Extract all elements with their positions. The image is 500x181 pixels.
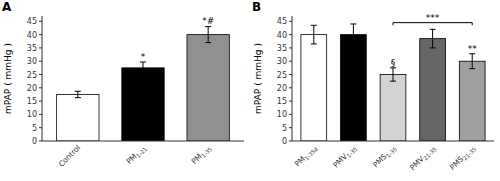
bracket-label: ***: [426, 13, 440, 23]
y-tick-label: 5: [32, 124, 37, 133]
bar: [341, 35, 367, 141]
error-cap: [75, 91, 81, 92]
error-bar: [140, 62, 146, 74]
error-cap: [430, 47, 436, 48]
error-cap: [311, 25, 317, 26]
y-tick-label: 15: [27, 97, 37, 106]
bars: [301, 24, 485, 141]
panel: BmPAP ( mmHg ) 0 5 10 15 20 25 30 35 40 45 PM1-35d P…: [252, 0, 494, 173]
y-tick-label: 35: [27, 44, 37, 53]
error-cap: [311, 43, 317, 44]
error-bar: [311, 25, 317, 44]
y-tick-label: 0: [282, 137, 287, 146]
annotation: **: [468, 44, 478, 54]
panel: AmPAP ( mmHg ) 0 5 10 15 20 25 30 35 40 45 Control P…: [2, 0, 244, 169]
error-cap: [350, 45, 356, 46]
bar: [301, 35, 327, 141]
x-axis: [292, 141, 494, 142]
figure: AmPAP ( mmHg ) 0 5 10 15 20 25 30 35 40 45 Control P…: [0, 0, 500, 181]
y-label: mPAP ( mmHg ): [3, 43, 13, 114]
error-cap: [75, 97, 81, 98]
error-line: [353, 24, 354, 45]
error-line: [393, 68, 394, 81]
bar: [122, 68, 164, 141]
x-tick-label: Control: [57, 143, 83, 169]
bar: [380, 75, 406, 141]
bracket: [393, 23, 472, 26]
x-tick-label: PM1-35: [190, 143, 214, 167]
error-cap: [469, 68, 475, 69]
label-subscript: 21-35: [422, 146, 438, 162]
y-tick-label: 10: [27, 110, 37, 119]
error-line: [208, 27, 209, 43]
error-bar: [350, 24, 356, 45]
error-bar: [469, 54, 475, 69]
y-label: mPAP ( mmHg ): [253, 43, 263, 114]
error-line: [77, 91, 78, 97]
y-tick-label: 10: [277, 110, 287, 119]
label-subscript: 1-35: [345, 146, 358, 159]
y-tick-label: 20: [27, 84, 37, 93]
y-tick-label: 25: [27, 71, 37, 80]
y-tick-label: 35: [277, 44, 287, 53]
x-tick-label: PMS21-35: [448, 143, 478, 173]
error-cap: [205, 26, 211, 27]
error-bar: [75, 91, 81, 97]
y-tick-label: 0: [32, 137, 37, 146]
bar: [57, 94, 99, 141]
y-tick-label: 15: [277, 97, 287, 106]
panel-label: A: [2, 0, 12, 14]
label-subscript: 21-35: [462, 146, 478, 162]
panel-label: B: [252, 0, 261, 14]
error-bar: [205, 27, 211, 43]
annotation: §: [391, 58, 396, 68]
bars: [57, 27, 230, 141]
error-cap: [350, 23, 356, 24]
error-cap: [430, 29, 436, 30]
y-tick-label: 30: [277, 57, 287, 66]
x-tick-label: PMV1-35: [331, 143, 359, 171]
error-line: [432, 29, 433, 48]
y-tick-label: 30: [27, 57, 37, 66]
bar: [187, 35, 229, 141]
bar: [459, 61, 485, 141]
error-cap: [140, 73, 146, 74]
annotation: *: [141, 52, 146, 62]
y-tick-label: 45: [27, 17, 37, 26]
x-tick-label: PM1-35d: [293, 143, 319, 169]
y-tick-label: 40: [277, 31, 287, 40]
x-axis: [42, 141, 244, 142]
error-bar: [430, 29, 436, 48]
label-subscript: 1-35d: [303, 146, 319, 162]
error-line: [143, 62, 144, 74]
y-axis: [42, 16, 43, 141]
label-subscript: 1-35: [200, 146, 213, 159]
error-line: [472, 54, 473, 69]
annotation: *#: [202, 16, 214, 26]
y-tick-label: 45: [277, 17, 287, 26]
y-tick-label: 20: [277, 84, 287, 93]
label-subscript: 1-35: [385, 146, 398, 159]
label-subscript: 1-21: [135, 146, 148, 159]
y-axis: [292, 16, 293, 141]
y-tick-label: 5: [282, 124, 287, 133]
bar: [420, 39, 446, 141]
x-tick-label: PMV21-35: [408, 143, 438, 173]
x-tick-label: PM1-21: [124, 143, 148, 167]
error-line: [313, 25, 314, 44]
error-cap: [205, 42, 211, 43]
error-bar: [390, 68, 396, 81]
x-tick-label: PMS1-35: [371, 143, 398, 170]
y-tick-label: 40: [27, 31, 37, 40]
error-cap: [390, 81, 396, 82]
y-tick-label: 25: [277, 71, 287, 80]
